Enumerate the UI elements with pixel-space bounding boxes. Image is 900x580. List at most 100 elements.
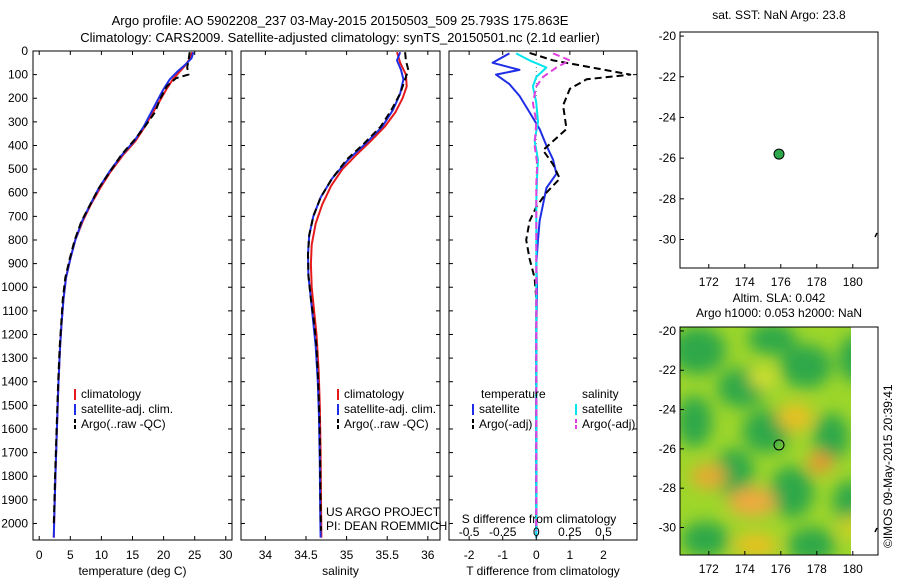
- salinity-xtick-label-4: 36: [421, 548, 435, 562]
- sla-map-ytick-label-0: -20: [659, 324, 677, 338]
- sla-blob-2: [780, 344, 832, 389]
- sla-blob-12: [787, 527, 836, 555]
- sst-map-title: sat. SST: NaN Argo: 23.8: [712, 8, 846, 22]
- depth-tick-label-9: 900: [8, 257, 28, 271]
- depth-tick-label-7: 700: [8, 209, 28, 223]
- sla-field: [680, 327, 851, 555]
- depth-tick-label-3: 300: [8, 115, 28, 129]
- depth-tick-label-6: 600: [8, 186, 28, 200]
- sla-map-ytick-label-4: -28: [659, 481, 677, 495]
- sla-heatmap: [680, 327, 851, 555]
- sal-diff-axis-label: S difference from climatology: [462, 512, 617, 526]
- sst-map-frame: [679, 31, 879, 269]
- salinity-xtick-label-0: 34: [259, 548, 273, 562]
- sst-map-ytick-label-0: -20: [659, 29, 677, 43]
- temperature-series-1: [52, 51, 195, 538]
- salinity-xtick-label-3: 35.5: [376, 548, 400, 562]
- sst-map-ytick-label-3: -26: [659, 151, 677, 165]
- sla-map-xtick-label-0: 172: [699, 562, 719, 576]
- diff-legend-label-1-0: satellite: [582, 402, 623, 416]
- salinity-legend-label-2: Argo(..raw -QC): [344, 417, 429, 431]
- difference-xtick-label-2: 0: [533, 548, 540, 562]
- temperature-xlabel: temperature (deg C): [78, 564, 186, 578]
- profile-panels: 0 5 10 15 20 25 300100200300400500600700800900…: [1, 44, 638, 578]
- sla-blob-18: [838, 515, 851, 540]
- depth-tick-label-17: 1700: [1, 446, 28, 460]
- sst-map-ytick-label-5: -30: [659, 233, 677, 247]
- difference-series-0: [491, 52, 558, 538]
- sla-map-xtick-label-2: 176: [771, 562, 791, 576]
- sla-blob-9: [769, 466, 814, 519]
- salinity-legend-label-0: climatology: [344, 387, 404, 401]
- depth-tick-label-0: 0: [21, 44, 28, 58]
- temperature-panel: 0 5 10 15 20 25 300100200300400500600700800900…: [1, 44, 232, 578]
- depth-tick-label-13: 1300: [1, 351, 28, 365]
- sal-diff-tick-label-2: 0: [533, 525, 540, 539]
- sla-blob-16: [808, 452, 833, 473]
- sst-map-ytick-label-1: -22: [659, 70, 677, 84]
- temperature-legend-label-2: Argo(..raw -QC): [81, 417, 166, 431]
- map-panels: 172 174 176 178 180 -20 -22 -24 -26 -28 -30 sat. SS…: [659, 8, 879, 576]
- figure-title: Argo profile: AO 5902208_237 03-May-2015…: [112, 13, 569, 28]
- sst-map-xtick-label-0: 172: [699, 275, 719, 289]
- temperature-xtick-label-1: 5: [67, 548, 74, 562]
- sla-map-ytick-label-1: -22: [659, 363, 677, 377]
- depth-tick-label-2: 200: [8, 91, 28, 105]
- depth-tick-label-4: 400: [8, 138, 28, 152]
- sst-map-panel: 172 174 176 178 180 -20 -22 -24 -26 -28 -30 sat. SS…: [659, 8, 879, 289]
- salinity-xlabel: salinity: [322, 564, 359, 578]
- difference-panel: -2 -1 0 1 2 T difference from climatology -0.5…: [448, 50, 638, 578]
- salinity-legend-label-1: satellite-adj. clim.: [344, 402, 436, 416]
- depth-tick-label-20: 2000: [1, 516, 28, 530]
- sla-blob-19: [748, 368, 777, 389]
- temperature-xtick-label-4: 20: [157, 548, 171, 562]
- sla-map-ytick-label-3: -26: [659, 442, 677, 456]
- difference-series-1: [525, 51, 632, 531]
- salinity-frame: [240, 50, 441, 541]
- temperature-xtick-label-5: 25: [188, 548, 202, 562]
- depth-tick-label-1: 100: [8, 68, 28, 82]
- sst-map-xtick-label-1: 174: [735, 275, 755, 289]
- sal-diff-tick-label-4: 0.5: [595, 525, 612, 539]
- difference-series-3: [531, 52, 571, 531]
- sst-map-argo-location-0: [773, 148, 785, 160]
- salinity-series-1: [307, 51, 405, 538]
- legend-title-temperature: temperature: [481, 387, 546, 401]
- sla-blob-0: [680, 327, 726, 375]
- temperature-xtick-label-0: 0: [36, 548, 43, 562]
- sla-blob-1: [747, 327, 796, 355]
- diff-legend-label-0-1: Argo(-adj): [479, 417, 532, 431]
- depth-tick-label-19: 1900: [1, 493, 28, 507]
- sla-map-frame: [679, 326, 879, 556]
- sla-map-coast-fragment: [874, 527, 878, 533]
- salinity-xtick-label-1: 34.5: [294, 548, 318, 562]
- sla-blob-7: [813, 413, 850, 462]
- sal-diff-tick-label-3: 0.25: [558, 525, 582, 539]
- sla-map-ytick-label-2: -24: [659, 403, 677, 417]
- pi-credit: PI: DEAN ROEMMICH: [326, 519, 447, 533]
- project-credit: US ARGO PROJECT: [326, 505, 441, 519]
- depth-tick-label-16: 1600: [1, 422, 28, 436]
- sla-map-title-2: Argo h1000: 0.053 h2000: NaN: [696, 306, 862, 320]
- sla-blob-11: [681, 521, 730, 555]
- depth-tick-label-18: 1800: [1, 469, 28, 483]
- sst-map-coast-fragment: [874, 232, 878, 238]
- sla-blob-5: [680, 395, 713, 448]
- depth-tick-label-5: 500: [8, 162, 28, 176]
- difference-xtick-label-0: -2: [464, 548, 475, 562]
- depth-tick-label-12: 1200: [1, 327, 28, 341]
- legend-title-salinity: salinity: [582, 387, 619, 401]
- sla-map-xtick-label-4: 180: [843, 562, 863, 576]
- sst-map-xtick-label-2: 176: [771, 275, 791, 289]
- temperature-xtick-label-6: 30: [219, 548, 233, 562]
- figure-subtitle: Climatology: CARS2009. Satellite-adjuste…: [80, 30, 600, 45]
- difference-xtick-label-3: 1: [567, 548, 574, 562]
- diff-legend-label-0-0: satellite: [479, 402, 520, 416]
- sla-blob-17: [733, 533, 778, 555]
- temperature-xtick-label-2: 10: [95, 548, 109, 562]
- sla-blob-14: [690, 464, 727, 489]
- depth-tick-label-10: 1000: [1, 280, 28, 294]
- sla-map-title-1: Altim. SLA: 0.042: [733, 291, 826, 305]
- difference-frame: [448, 50, 638, 541]
